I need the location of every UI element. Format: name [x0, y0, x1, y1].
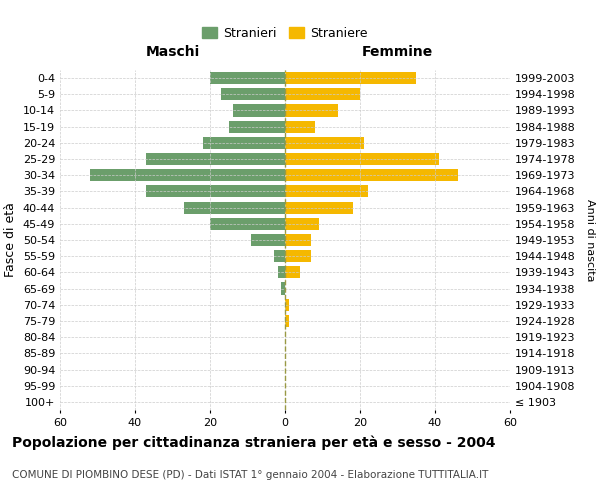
Bar	[285, 120, 315, 132]
Bar	[285, 153, 439, 165]
Bar	[285, 137, 364, 149]
Text: Popolazione per cittadinanza straniera per età e sesso - 2004: Popolazione per cittadinanza straniera p…	[12, 435, 496, 450]
Bar	[285, 250, 311, 262]
Bar	[146, 186, 285, 198]
Bar	[184, 202, 285, 213]
Bar	[285, 104, 337, 117]
Bar	[285, 218, 319, 230]
Bar	[285, 202, 353, 213]
Text: COMUNE DI PIOMBINO DESE (PD) - Dati ISTAT 1° gennaio 2004 - Elaborazione TUTTITA: COMUNE DI PIOMBINO DESE (PD) - Dati ISTA…	[12, 470, 488, 480]
Bar	[233, 104, 285, 117]
Y-axis label: Fasce di età: Fasce di età	[4, 202, 17, 278]
Bar	[285, 186, 367, 198]
Bar	[274, 250, 285, 262]
Bar	[285, 88, 360, 101]
Legend: Stranieri, Straniere: Stranieri, Straniere	[197, 22, 373, 45]
Bar	[221, 88, 285, 101]
Bar	[277, 266, 285, 278]
Bar	[251, 234, 285, 246]
Bar	[203, 137, 285, 149]
Text: Femmine: Femmine	[362, 44, 433, 59]
Bar	[90, 169, 285, 181]
Bar	[285, 169, 458, 181]
Bar	[285, 234, 311, 246]
Bar	[210, 218, 285, 230]
Bar	[285, 266, 300, 278]
Bar	[146, 153, 285, 165]
Bar	[285, 298, 289, 311]
Y-axis label: Anni di nascita: Anni di nascita	[585, 198, 595, 281]
Bar	[281, 282, 285, 294]
Bar	[285, 72, 416, 84]
Text: Maschi: Maschi	[145, 44, 200, 59]
Bar	[229, 120, 285, 132]
Bar	[285, 315, 289, 327]
Bar	[210, 72, 285, 84]
